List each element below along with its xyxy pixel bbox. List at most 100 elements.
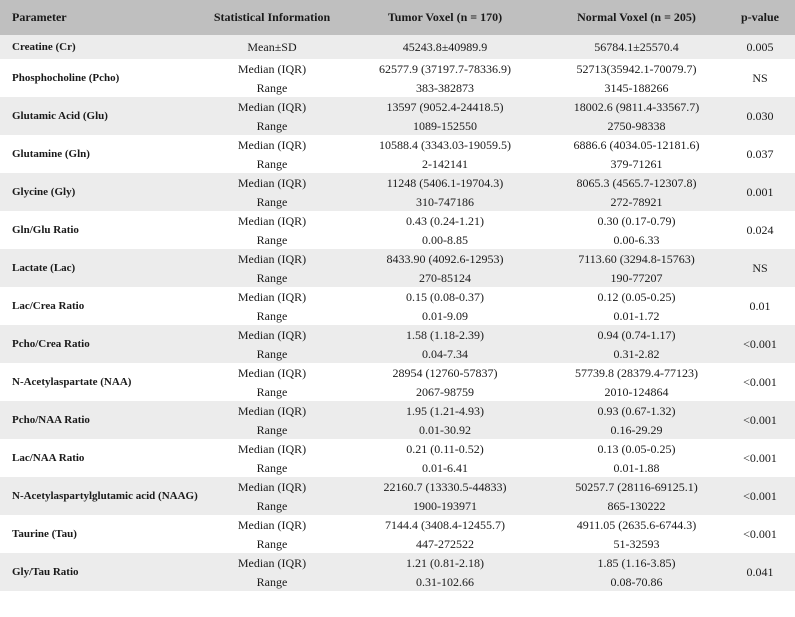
normal-cell-line: 6886.6 (4034.05-12181.6): [573, 137, 700, 152]
normal-cell-line: 0.01-1.88: [613, 460, 660, 475]
stat-cell-line: Range: [256, 232, 288, 247]
tumor-cell-line: 13597 (9052.4-24418.5): [386, 99, 504, 114]
normal-cell-line: 51-32593: [613, 536, 660, 551]
normal-cell-line: 7113.60 (3294.8-15763): [578, 251, 695, 266]
normal-cell-line: 0.08-70.86: [610, 574, 663, 589]
parameter-cell: Gly/Tau Ratio: [12, 566, 79, 578]
header-stat: Statistical Information: [213, 10, 331, 24]
tumor-cell-line: 62577.9 (37197.7-78336.9): [379, 61, 511, 76]
metabolite-table: Parameter Statistical Information Tumor …: [0, 0, 795, 591]
stat-cell-line: Mean±SD: [247, 40, 297, 54]
parameter-cell: N-Acetylaspartylglutamic acid (NAAG): [12, 490, 198, 502]
stat-cell: Median (IQR) Range: [202, 325, 342, 363]
normal-cell-line: 272-78921: [610, 194, 663, 209]
tumor-cell: 8433.90 (4092.6-12953) 270-85124: [342, 249, 548, 287]
stat-cell-line: Median (IQR): [237, 251, 307, 266]
parameter-cell: Glycine (Gly): [12, 186, 76, 198]
parameter-cell: Lactate (Lac): [12, 262, 76, 274]
tumor-cell-line: 1.21 (0.81-2.18): [406, 555, 484, 570]
normal-cell-line: 0.94 (0.74-1.17): [597, 327, 676, 342]
table-row: Gly/Tau Ratio Median (IQR) Range 1.21 (0.81…: [0, 553, 795, 591]
table-row: Phosphocholine (Pcho) Median (IQR) Range 62…: [0, 59, 795, 97]
normal-cell-line: 8065.3 (4565.7-12307.8): [576, 175, 697, 190]
normal-cell-line: 190-77207: [610, 270, 663, 285]
normal-cell: 6886.6 (4034.05-12181.6) 379-71261: [548, 135, 725, 173]
header-pvalue: p-value: [740, 10, 779, 24]
table-body: Creatine (Cr) Mean±SD 45243.8±40989.9 56784…: [0, 35, 795, 591]
normal-cell: 7113.60 (3294.8-15763) 190-77207: [548, 249, 725, 287]
parameter-cell: Gln/Glu Ratio: [12, 224, 79, 236]
tumor-cell: 1.58 (1.18-2.39) 0.04-7.34: [342, 325, 548, 363]
normal-cell-line: 379-71261: [610, 156, 663, 171]
pvalue-cell: NS: [752, 70, 768, 85]
tumor-cell: 7144.4 (3408.4-12455.7) 447-272522: [342, 515, 548, 553]
table-header: Parameter Statistical Information Tumor …: [0, 0, 795, 35]
stat-cell: Median (IQR) Range: [202, 173, 342, 211]
stat-cell-line: Range: [256, 574, 288, 589]
tumor-cell-line: 383-382873: [416, 80, 474, 95]
tumor-cell-line: 0.01-9.09: [422, 308, 468, 323]
pvalue-cell: <0.001: [743, 488, 777, 503]
normal-cell: 50257.7 (28116-69125.1) 865-130222: [548, 477, 725, 515]
tumor-cell-line: 0.21 (0.11-0.52): [406, 441, 484, 456]
header-normal: Normal Voxel (n = 205): [577, 10, 696, 24]
tumor-cell-line: 28954 (12760-57837): [392, 365, 498, 380]
tumor-cell-line: 22160.7 (13330.5-44833): [383, 479, 507, 494]
stat-cell-line: Range: [256, 156, 288, 171]
stat-cell-line: Median (IQR): [237, 175, 307, 190]
normal-cell-line: 0.30 (0.17-0.79): [597, 213, 676, 228]
pvalue-cell: 0.024: [746, 222, 774, 237]
stat-cell-line: Median (IQR): [237, 555, 307, 570]
tumor-cell: 22160.7 (13330.5-44833) 1900-193971: [342, 477, 548, 515]
stat-cell-line: Median (IQR): [237, 99, 307, 114]
tumor-cell: 11248 (5406.1-19704.3) 310-747186: [342, 173, 548, 211]
normal-cell-line: 2010-124864: [604, 384, 669, 399]
stat-cell-line: Median (IQR): [237, 289, 307, 304]
tumor-cell: 10588.4 (3343.03-19059.5) 2-142141: [342, 135, 548, 173]
stat-cell-line: Range: [256, 536, 288, 551]
parameter-cell: N-Acetylaspartate (NAA): [12, 376, 132, 388]
table-row: Lac/Crea Ratio Median (IQR) Range 0.15 (0.0…: [0, 287, 795, 325]
tumor-cell-line: 1900-193971: [413, 498, 477, 513]
tumor-cell-line: 2067-98759: [416, 384, 474, 399]
tumor-cell-line: 0.01-30.92: [419, 422, 471, 437]
tumor-cell: 0.21 (0.11-0.52) 0.01-6.41: [342, 439, 548, 477]
tumor-cell-line: 11248 (5406.1-19704.3): [386, 175, 504, 190]
normal-cell: 0.12 (0.05-0.25) 0.01-1.72: [548, 287, 725, 325]
normal-cell-line: 0.93 (0.67-1.32): [597, 403, 676, 418]
table-row: Glutamine (Gln) Median (IQR) Range 10588.4 …: [0, 135, 795, 173]
pvalue-cell: 0.041: [746, 564, 774, 579]
stat-cell-line: Median (IQR): [237, 479, 307, 494]
normal-cell-line: 50257.7 (28116-69125.1): [575, 479, 698, 494]
normal-cell-line: 2750-98338: [607, 118, 666, 133]
normal-cell-line: 57739.8 (28379.4-77123): [575, 365, 698, 380]
pvalue-cell: 0.030: [746, 108, 774, 123]
stat-cell: Median (IQR) Range: [202, 401, 342, 439]
tumor-cell-line: 8433.90 (4092.6-12953): [386, 251, 504, 266]
stat-cell: Median (IQR) Range: [202, 97, 342, 135]
pvalue-cell: 0.001: [746, 184, 774, 199]
tumor-cell-line: 447-272522: [416, 536, 474, 551]
normal-cell: 4911.05 (2635.6-6744.3) 51-32593: [548, 515, 725, 553]
pvalue-cell: NS: [752, 260, 768, 275]
normal-cell: 8065.3 (4565.7-12307.8) 272-78921: [548, 173, 725, 211]
normal-cell: 0.94 (0.74-1.17) 0.31-2.82: [548, 325, 725, 363]
normal-cell-line: 52713(35942.1-70079.7): [576, 61, 697, 76]
normal-cell-line: 18002.6 (9811.4-33567.7): [573, 99, 700, 114]
stat-cell-line: Range: [256, 460, 288, 475]
parameter-cell: Pcho/Crea Ratio: [12, 338, 90, 350]
stat-cell: Mean±SD: [202, 35, 342, 59]
tumor-cell-line: 2-142141: [422, 156, 468, 171]
normal-cell-line: 0.01-1.72: [613, 308, 660, 323]
tumor-cell-line: 310-747186: [416, 194, 474, 209]
stat-cell: Median (IQR) Range: [202, 287, 342, 325]
tumor-cell-line: 0.01-6.41: [422, 460, 468, 475]
normal-cell: 18002.6 (9811.4-33567.7) 2750-98338: [548, 97, 725, 135]
table-row: N-Acetylaspartate (NAA) Median (IQR) Range…: [0, 363, 795, 401]
tumor-cell-line: 270-85124: [419, 270, 471, 285]
parameter-cell: Glutamic Acid (Glu): [12, 110, 108, 122]
normal-cell-line: 0.12 (0.05-0.25): [597, 289, 676, 304]
normal-cell: 0.30 (0.17-0.79) 0.00-6.33: [548, 211, 725, 249]
stat-cell-line: Median (IQR): [237, 213, 307, 228]
stat-cell: Median (IQR) Range: [202, 59, 342, 97]
